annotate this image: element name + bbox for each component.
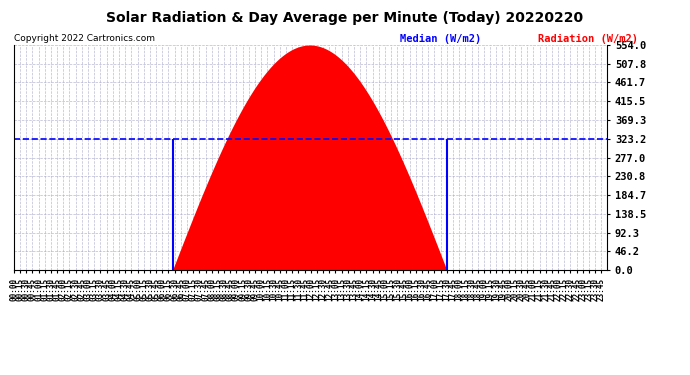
Text: Median (W/m2): Median (W/m2): [400, 34, 482, 44]
Text: Radiation (W/m2): Radiation (W/m2): [538, 34, 638, 44]
Text: Solar Radiation & Day Average per Minute (Today) 20220220: Solar Radiation & Day Average per Minute…: [106, 11, 584, 25]
Text: Copyright 2022 Cartronics.com: Copyright 2022 Cartronics.com: [14, 34, 155, 43]
